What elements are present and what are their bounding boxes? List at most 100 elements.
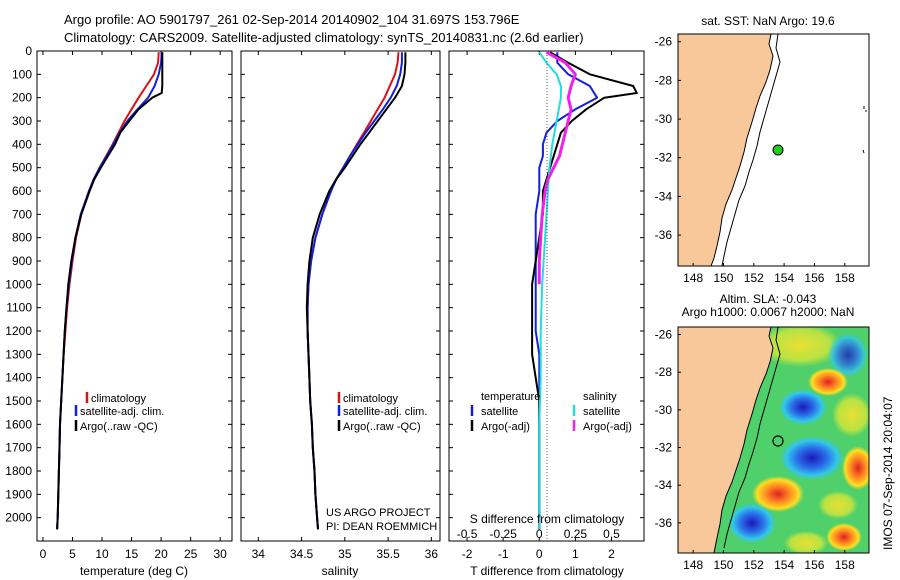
imos-credit: IMOS 07-Sep-2014 20:04:07 (881, 396, 895, 550)
y-tick-label: 1800 (5, 464, 32, 478)
y-tick-label: 1400 (5, 371, 32, 385)
legend-label-climatology: climatology (343, 393, 399, 405)
sla-anomaly (808, 368, 848, 396)
x-tick-label: -2 (462, 547, 473, 561)
legend-label-climatology: climatology (91, 393, 147, 405)
legend-label-satellite: satellite-adj. clim. (343, 406, 427, 418)
t-difference-axis-label: T difference from climatology (470, 564, 624, 578)
s-difference-axis-label: S difference from climatology (470, 512, 625, 526)
difference-panel-frame (448, 50, 645, 542)
x-tick-label: 25 (184, 547, 198, 561)
y-tick-label: 2000 (5, 511, 32, 525)
x-tick-label: 15 (125, 547, 139, 561)
lon-tick-label: 152 (744, 558, 764, 572)
lon-tick-label: 154 (774, 271, 794, 285)
y-tick-label: 0 (25, 44, 32, 58)
x-tick-label: 5 (69, 547, 76, 561)
s-tick-label: 0 (536, 527, 543, 541)
lon-tick-label: 158 (835, 271, 855, 285)
salinity-panel-frame (240, 50, 441, 542)
lon-tick-label: 152 (744, 271, 764, 285)
lat-tick-label: -26 (655, 328, 673, 342)
legend-label-s-argo: Argo(-adj) (583, 421, 632, 433)
x-tick-label: 0 (536, 547, 543, 561)
x-tick-label: 2 (608, 547, 615, 561)
s-tick-label: 0.25 (564, 527, 588, 541)
salinity-legend: climatology satellite-adj. clim. Argo(..… (337, 392, 427, 433)
x-tick-label: 20 (154, 547, 168, 561)
map-bottom-ticks: 148 150 152 154 156 158 -26 -28 -30 -32 -34 -36 (655, 328, 855, 572)
series-argo-adj--line (531, 51, 638, 530)
lon-tick-label: 158 (835, 558, 855, 572)
series-climatology-line (56, 52, 160, 530)
legend-label-satellite: satellite-adj. clim. (80, 406, 164, 418)
sla-anomaly (826, 523, 862, 551)
x-tick-label: 10 (95, 547, 109, 561)
salinity-axis-label: salinity (322, 564, 359, 578)
y-tick-label: 700 (12, 207, 32, 221)
map-top-title: sat. SST: NaN Argo: 19.6 (701, 14, 835, 28)
lat-tick-label: -26 (655, 35, 673, 49)
map-bottom-title-line2: Argo h1000: 0.0067 h2000: NaN (682, 305, 855, 319)
temperature-axis-label: temperature (deg C) (80, 564, 188, 578)
x-tick-label: 1 (572, 547, 579, 561)
sla-anomaly (842, 446, 869, 490)
y-tick-label: 900 (12, 254, 32, 268)
sla-anomaly (818, 491, 858, 519)
s-tick-label: 0.5 (603, 527, 620, 541)
y-tick-label: 100 (12, 67, 32, 81)
y-tick-label: 800 (12, 231, 32, 245)
figure-title-line1: Argo profile: AO 5901797_261 02-Sep-2014… (64, 12, 520, 27)
map-bottom-shelf-contour (723, 327, 781, 549)
lat-tick-label: -36 (655, 516, 673, 530)
map-top-shelf-contour (721, 33, 781, 267)
y-tick-label: 1300 (5, 347, 32, 361)
lat-tick-label: -30 (655, 112, 673, 126)
y-tick-label: 400 (12, 137, 32, 151)
legend-label-argo: Argo(..raw -QC) (80, 421, 158, 433)
y-tick-label: 1700 (5, 441, 32, 455)
x-tick-label: 30 (214, 547, 228, 561)
x-tick-label: 34 (252, 547, 266, 561)
lat-tick-label: -34 (655, 189, 673, 203)
tick-layer: 0100200300400500600700800900100011001200… (5, 44, 644, 561)
map-bottom-land (678, 327, 774, 553)
map-top-land (677, 33, 774, 267)
figure-title-line2: Climatology: CARS2009. Satellite-adjuste… (64, 30, 584, 45)
map-bottom-frame (677, 326, 870, 554)
map-bottom (678, 327, 869, 553)
map-bottom-title-line1: Altim. SLA: -0.043 (720, 292, 817, 306)
y-tick-label: 1500 (5, 394, 32, 408)
legend-label-t-argo: Argo(-adj) (481, 421, 530, 433)
lat-tick-label: -32 (655, 441, 673, 455)
series-satellite-adj-clim--line (56, 52, 163, 530)
temperature-panel-frame (36, 50, 233, 542)
x-tick-label: 35.5 (376, 547, 400, 561)
map-top (677, 33, 870, 267)
x-tick-label: 34.5 (290, 547, 314, 561)
lat-tick-label: -32 (655, 151, 673, 165)
sla-anomaly (728, 503, 776, 543)
x-tick-label: -1 (498, 547, 509, 561)
legend-header-salinity: salinity (583, 391, 617, 403)
sla-anomaly (752, 476, 804, 512)
series-satellite-adj-clim--line (306, 52, 403, 530)
y-tick-label: 500 (12, 161, 32, 175)
y-tick-label: 1000 (5, 277, 32, 291)
lat-tick-label: -28 (655, 365, 673, 379)
y-tick-label: 1200 (5, 324, 32, 338)
x-tick-label: 35 (338, 547, 352, 561)
x-tick-label: 36 (425, 547, 439, 561)
temperature-legend: climatology satellite-adj. clim. Argo(..… (74, 392, 164, 433)
y-tick-label: 600 (12, 184, 32, 198)
sla-anomaly (780, 436, 844, 480)
series-argo-raw-qc--line (305, 52, 407, 530)
sla-anomaly (784, 531, 828, 553)
map-top-small-islands (862, 106, 867, 154)
lon-tick-label: 154 (774, 558, 794, 572)
lon-tick-label: 156 (804, 558, 824, 572)
lon-tick-label: 156 (804, 271, 824, 285)
legend-label-argo: Argo(..raw -QC) (343, 421, 421, 433)
sla-anomaly (779, 389, 827, 425)
